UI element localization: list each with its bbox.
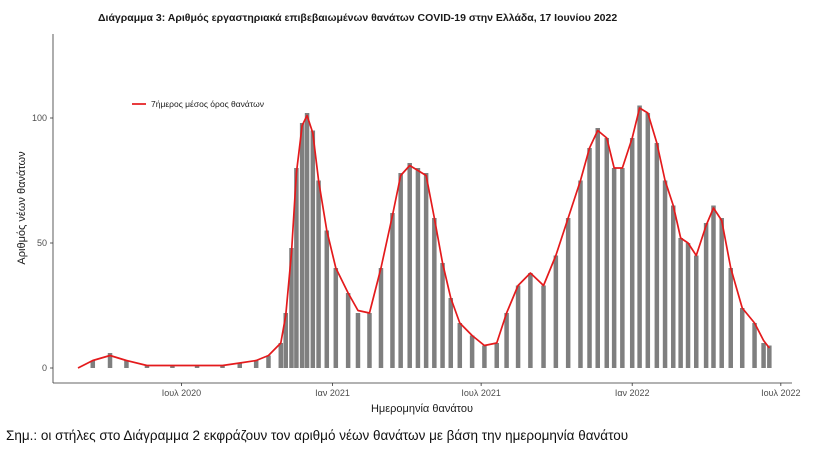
- x-tick-label: Ιαν 2021: [315, 388, 350, 398]
- bar: [565, 218, 571, 368]
- bar: [324, 230, 330, 368]
- bar: [541, 285, 546, 368]
- x-tick-label: Ιουλ 2022: [761, 388, 800, 398]
- bar: [253, 360, 259, 368]
- moving-average-line: [77, 107, 771, 369]
- bar: [595, 128, 600, 368]
- bar: [685, 243, 691, 368]
- bar: [283, 313, 288, 368]
- bar: [637, 105, 642, 368]
- y-tick-label: 50: [37, 238, 47, 248]
- bar: [90, 360, 96, 368]
- bar: [398, 173, 403, 368]
- bar: [367, 313, 372, 368]
- x-tick-label: Ιαν 2022: [615, 388, 650, 398]
- bar: [703, 223, 709, 368]
- bar: [378, 268, 384, 368]
- bar: [654, 143, 660, 368]
- bar: [266, 355, 271, 368]
- bar: [304, 113, 310, 368]
- bar: [587, 148, 592, 368]
- bar: [345, 293, 351, 368]
- footnote: Σημ.: οι στήλες στο Διάγραμμα 2 εκφράζου…: [6, 428, 629, 443]
- bar: [629, 138, 635, 368]
- bar: [761, 343, 766, 368]
- bar: [611, 168, 617, 368]
- bar: [440, 263, 445, 368]
- legend-label: 7ήμερος μέσος όρος θανάτων: [151, 99, 264, 109]
- bar: [194, 365, 200, 368]
- bar-series: [90, 105, 772, 368]
- bar: [415, 168, 421, 368]
- bar: [604, 138, 610, 368]
- bar: [355, 313, 361, 368]
- bar: [528, 273, 533, 368]
- bar: [767, 345, 772, 368]
- bar: [289, 248, 294, 368]
- bar: [469, 335, 475, 368]
- bar: [107, 353, 113, 368]
- x-tick-label: Ιουλ 2020: [162, 388, 201, 398]
- bar: [515, 285, 521, 368]
- bar: [299, 123, 305, 368]
- bar: [220, 365, 225, 368]
- bar: [423, 173, 429, 368]
- bar: [645, 113, 651, 368]
- bar: [390, 213, 395, 368]
- bar: [316, 180, 321, 368]
- x-tick-label: Ιουλ 2021: [461, 388, 500, 398]
- bar: [294, 168, 299, 368]
- bar: [407, 163, 412, 368]
- bar: [448, 298, 454, 368]
- x-axis-ticks: Ιουλ 2020 Ιαν 2021 Ιουλ 2021 Ιαν 2022 Ιουλ 2…: [162, 383, 801, 398]
- bar: [457, 323, 463, 368]
- y-tick-label: 100: [32, 113, 47, 123]
- y-axis-title: Αριθμός νέων θανάτων: [16, 151, 28, 265]
- bar: [237, 363, 242, 368]
- bar: [494, 343, 499, 368]
- bar: [671, 205, 676, 368]
- bar: [711, 205, 716, 368]
- bar: [170, 365, 175, 368]
- bar: [504, 313, 509, 368]
- y-axis-ticks: 0 50 100: [32, 113, 53, 373]
- bar: [482, 345, 487, 368]
- x-axis-title: Ημερομηνία θανάτου: [371, 403, 473, 415]
- bar: [553, 255, 559, 368]
- bar: [333, 268, 339, 368]
- bar: [739, 308, 745, 368]
- bar: [144, 365, 150, 368]
- bar: [124, 360, 129, 368]
- bar: [578, 180, 583, 368]
- chart-title: Διάγραμμα 3: Αριθμός εργαστηριακά επιβεβ…: [98, 12, 617, 24]
- bar: [432, 218, 437, 368]
- bar: [694, 255, 699, 368]
- bar: [620, 168, 625, 368]
- bar: [719, 218, 724, 368]
- bar: [752, 323, 757, 368]
- bar: [310, 130, 316, 368]
- y-tick-label: 0: [42, 363, 47, 373]
- bar: [728, 268, 733, 368]
- legend: 7ήμερος μέσος όρος θανάτων: [132, 99, 264, 109]
- bar: [278, 343, 284, 368]
- bar: [678, 238, 683, 368]
- bar: [662, 180, 668, 368]
